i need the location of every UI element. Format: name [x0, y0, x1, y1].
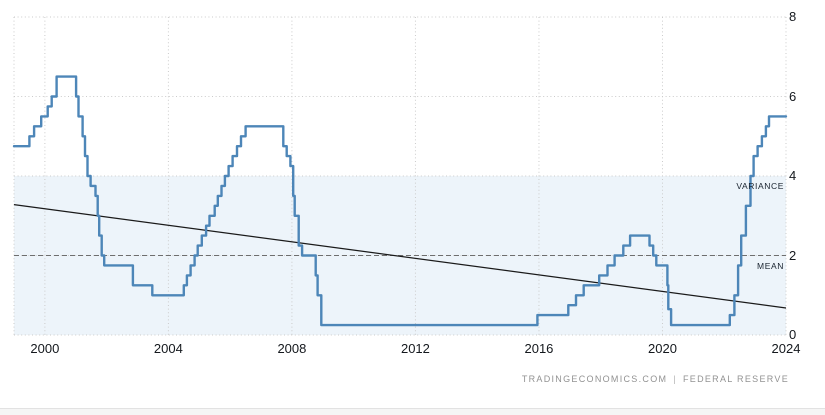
rate-step-line	[12, 75, 788, 327]
source-link[interactable]: TRADINGECONOMICS.COM	[521, 374, 668, 384]
y-tick-label: 4	[789, 168, 797, 183]
chart-attribution: TRADINGECONOMICS.COM | FEDERAL RESERVE	[522, 374, 789, 384]
y-tick-label: 8	[789, 9, 797, 24]
y-tick-label: 0	[789, 327, 797, 342]
x-tick-label: 2008	[277, 341, 307, 356]
mean-label: MEAN	[757, 261, 784, 271]
x-tick-label: 2004	[153, 341, 183, 356]
x-tick-label: 2024	[771, 341, 801, 356]
y-tick-label: 6	[789, 88, 797, 104]
variance-label: VARIANCE	[736, 181, 784, 191]
x-tick-label: 2012	[400, 341, 430, 356]
x-tick-label: 2000	[30, 341, 60, 356]
attribution-separator: |	[673, 374, 677, 384]
x-tick-label: 2016	[524, 341, 554, 356]
bottom-divider-bar	[0, 408, 825, 415]
y-tick-label: 2	[789, 247, 797, 263]
x-tick-label: 2020	[648, 341, 677, 356]
provider-label[interactable]: FEDERAL RESERVE	[682, 374, 789, 384]
